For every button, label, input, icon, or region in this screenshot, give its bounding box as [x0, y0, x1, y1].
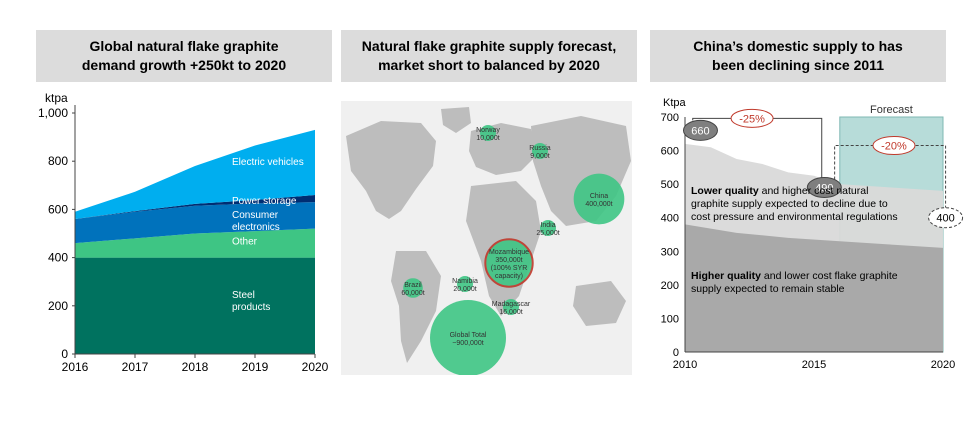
y-tick-label: 600 [661, 146, 679, 158]
supply-bubble [457, 276, 473, 292]
bubble-label: Russia [529, 145, 551, 152]
y-tick-label: 700 [661, 112, 679, 124]
panel-1-title-line-1: Global natural flake graphite [89, 38, 279, 54]
y-tick-label: 400 [661, 213, 679, 225]
bubble-label: Namibia [452, 278, 478, 285]
value-400-bubble [928, 207, 964, 229]
panel-3-title-line-1: China’s domestic supply to has [693, 38, 903, 54]
bubble-label: 60,000t [401, 290, 424, 297]
bubble-label: Norway [476, 127, 500, 134]
bubble-label: 400,000t [585, 201, 612, 208]
pct-25-bubble [730, 108, 774, 128]
y-tick-label: 0 [61, 347, 68, 361]
bubble-label: 10,000t [476, 135, 499, 142]
panel-2-title-line-2: market short to balanced by 2020 [378, 57, 600, 73]
x-tick-label: 2020 [302, 360, 329, 374]
series-label-3: Power storage [232, 196, 297, 207]
supply-bubble [532, 143, 548, 159]
bubble-label: 16,000t [499, 309, 522, 316]
panel-2-header: Natural flake graphite supply forecast, … [341, 30, 637, 82]
bubble-label: Brazil [404, 282, 422, 289]
series-label-4: Electric vehicles [232, 157, 304, 168]
greenland-shape [441, 107, 471, 133]
series-area-2 [75, 202, 315, 244]
y-tick-label: 800 [48, 154, 68, 168]
bubble-label: India [540, 222, 555, 229]
south-america-shape [391, 251, 441, 363]
series-area-4 [75, 129, 315, 220]
australia-shape [573, 281, 626, 326]
series-area-1 [75, 228, 315, 258]
supply-bubble [573, 173, 625, 225]
panel-3-header: China’s domestic supply to has been decl… [650, 30, 946, 82]
value-660-bubble [682, 119, 718, 141]
bubble-label: Mozambique [489, 249, 529, 256]
pct-20-label: -20% [881, 141, 907, 153]
higher-quality-area [685, 224, 943, 352]
value-660-label: 660 [691, 125, 709, 137]
value-400-label: 400 [936, 213, 954, 225]
pct-20-bubble [872, 136, 916, 156]
y-tick-label: 500 [661, 179, 679, 191]
x-tick-label: 2020 [931, 359, 955, 371]
series-label-2: electronics [232, 222, 280, 233]
forecast-label: Forecast [870, 104, 913, 116]
supply-bubble [503, 299, 519, 315]
x-tick-label: 2019 [242, 360, 269, 374]
panel-2-title-line-1: Natural flake graphite supply forecast, [361, 38, 617, 54]
lower-quality-note-line-1: Lower quality and higher cost natural [691, 185, 868, 197]
supply-bubble [540, 220, 556, 236]
bubble-label: Madagascar [492, 301, 531, 308]
supply-bubble [403, 278, 423, 298]
y-tick-label: 100 [661, 313, 679, 325]
y-tick-label: 200 [48, 299, 68, 313]
series-label-1: Other [232, 237, 258, 248]
series-label-2: Consumer [232, 210, 279, 221]
panel-3-title-line-2: been declining since 2011 [712, 57, 884, 73]
y-tick-label: 0 [673, 347, 679, 359]
decline-arrow-2 [834, 145, 947, 208]
supply-bubble [480, 125, 496, 141]
x-tick-label: 2018 [182, 360, 209, 374]
bubble-label: China [590, 193, 608, 200]
bubble-label: ~900,000t [452, 340, 483, 347]
y-axis-label: ktpa [45, 91, 68, 105]
bubble-label: capacity) [495, 273, 523, 280]
higher-quality-note-line-2: supply expected to remain stable [691, 283, 845, 295]
series-area-0 [75, 257, 315, 354]
north-america-shape [346, 121, 436, 219]
x-tick-label: 2017 [122, 360, 149, 374]
series-area-3 [75, 194, 315, 220]
bubble-label: 350,000t [495, 257, 522, 264]
bubble-label: (100% SYR [491, 265, 528, 272]
supply-bubble [484, 238, 534, 288]
value-490-label: 490 [815, 183, 833, 195]
panel-1-header: Global natural flake graphite demand gro… [36, 30, 332, 82]
pct-25-label: -25% [739, 113, 765, 125]
bubble-label: 20,000t [453, 286, 476, 293]
y-tick-label: 600 [48, 202, 68, 216]
higher-quality-note-line-1: Higher quality and lower cost flake grap… [691, 270, 898, 282]
y-tick-label: 1,000 [38, 106, 68, 120]
y-axis-label: Ktpa [663, 97, 687, 109]
series-label-0: Steel [232, 290, 255, 301]
supply-bubble [430, 300, 506, 375]
panel-1-title-line-2: demand growth +250kt to 2020 [81, 57, 287, 73]
y-tick-label: 400 [48, 251, 68, 265]
value-490-bubble [806, 177, 842, 198]
x-tick-label: 2015 [802, 359, 826, 371]
china-supply-chart: Forecast Ktpa 0 100 200 300 400 500 600 700 2010 20… [661, 97, 964, 371]
lower-quality-note-line-2: graphite supply expected to decline due … [691, 198, 888, 210]
series-label-0: products [232, 302, 270, 313]
bubble-label: 9,000t [530, 153, 550, 160]
lower-quality-note-line-3: cost pressure and environmental regulati… [691, 211, 898, 223]
y-tick-label: 200 [661, 280, 679, 292]
x-tick-label: 2010 [673, 359, 697, 371]
bubble-label: 25,000t [536, 230, 559, 237]
bubble-label: Global Total [450, 332, 487, 339]
x-tick-label: 2016 [62, 360, 89, 374]
y-tick-label: 300 [661, 246, 679, 258]
